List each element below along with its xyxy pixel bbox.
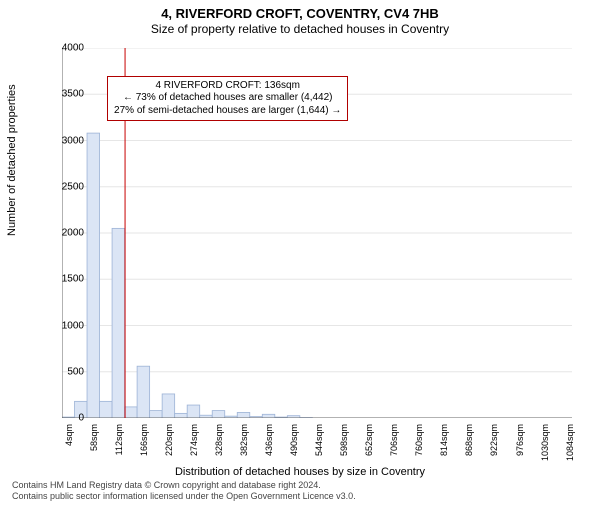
page-title: 4, RIVERFORD CROFT, COVENTRY, CV4 7HB <box>0 6 600 21</box>
x-tick: 706sqm <box>389 424 399 464</box>
x-tick: 328sqm <box>214 424 224 464</box>
y-tick: 3000 <box>44 135 84 146</box>
y-tick: 3500 <box>44 89 84 100</box>
x-tick: 490sqm <box>289 424 299 464</box>
y-tick: 1500 <box>44 274 84 285</box>
x-tick: 544sqm <box>314 424 324 464</box>
x-tick: 112sqm <box>114 424 124 464</box>
x-tick: 814sqm <box>439 424 449 464</box>
x-tick: 436sqm <box>264 424 274 464</box>
x-tick: 760sqm <box>414 424 424 464</box>
y-tick: 4000 <box>44 43 84 54</box>
y-tick: 1000 <box>44 320 84 331</box>
x-tick: 868sqm <box>464 424 474 464</box>
x-tick: 598sqm <box>339 424 349 464</box>
x-tick: 58sqm <box>89 424 99 464</box>
callout-line-2: ← 73% of detached houses are smaller (4,… <box>114 92 341 105</box>
x-tick: 976sqm <box>515 424 525 464</box>
x-tick: 274sqm <box>189 424 199 464</box>
x-tick: 1084sqm <box>565 424 575 464</box>
attribution-line-2: Contains public sector information licen… <box>12 491 356 502</box>
y-tick: 2000 <box>44 228 84 239</box>
x-tick: 652sqm <box>364 424 374 464</box>
y-tick: 500 <box>44 366 84 377</box>
property-callout: 4 RIVERFORD CROFT: 136sqm ← 73% of detac… <box>107 76 348 122</box>
x-tick: 382sqm <box>239 424 249 464</box>
page-subtitle: Size of property relative to detached ho… <box>0 22 600 36</box>
y-tick: 2500 <box>44 181 84 192</box>
x-tick: 166sqm <box>139 424 149 464</box>
x-axis-label: Distribution of detached houses by size … <box>0 466 600 478</box>
x-tick: 4sqm <box>64 424 74 464</box>
y-axis-label: Number of detached properties <box>6 84 18 236</box>
y-tick: 0 <box>44 413 84 424</box>
attribution-line-1: Contains HM Land Registry data © Crown c… <box>12 480 356 491</box>
attribution: Contains HM Land Registry data © Crown c… <box>12 480 356 502</box>
x-tick: 220sqm <box>164 424 174 464</box>
x-tick: 1030sqm <box>540 424 550 464</box>
callout-line-3: 27% of semi-detached houses are larger (… <box>114 105 341 118</box>
x-tick: 922sqm <box>489 424 499 464</box>
callout-line-1: 4 RIVERFORD CROFT: 136sqm <box>114 80 341 93</box>
